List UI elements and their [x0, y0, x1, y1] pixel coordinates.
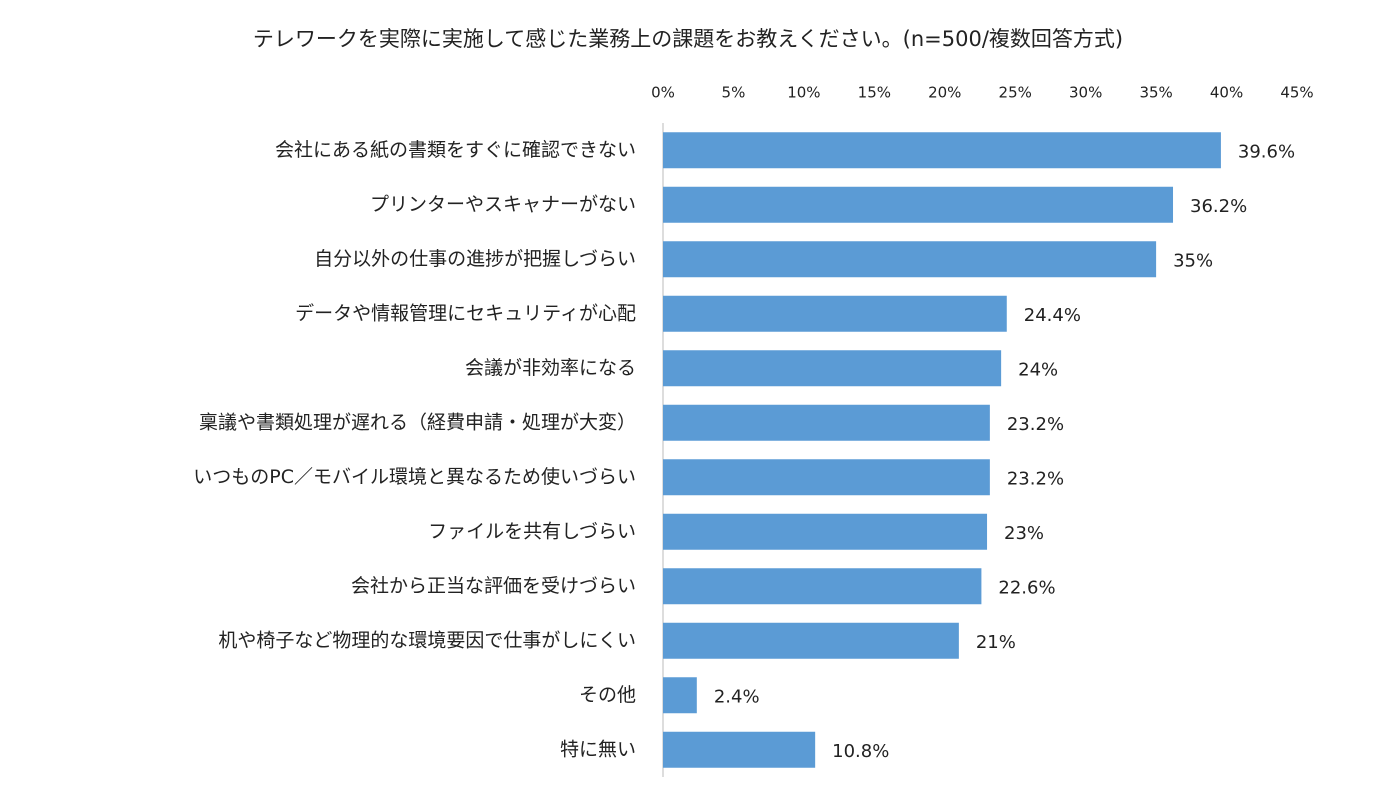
- bar: [663, 295, 1007, 332]
- x-tick-label: 45%: [1280, 84, 1313, 102]
- value-label: 23.2%: [1007, 414, 1064, 435]
- x-tick-label: 40%: [1210, 84, 1243, 102]
- category-label: いつものPC／モバイル環境と異なるため使いづらい: [193, 466, 636, 488]
- x-tick-label: 20%: [928, 84, 961, 102]
- category-label: ファイルを共有しづらい: [428, 520, 636, 542]
- x-tick-label: 5%: [722, 84, 746, 102]
- category-label: 会社にある紙の書類をすぐに確認できない: [275, 139, 636, 161]
- category-label: 稟議や書類処理が遅れる（経費申請・処理が大変）: [199, 411, 636, 433]
- bar: [663, 568, 982, 605]
- category-label: 会社から正当な評価を受けづらい: [351, 575, 636, 597]
- value-label: 23%: [1004, 523, 1044, 544]
- x-tick-label: 15%: [858, 84, 891, 102]
- category-label: データや情報管理にセキュリティが心配: [295, 302, 636, 324]
- category-label: 特に無い: [560, 738, 636, 760]
- value-label: 36.2%: [1190, 196, 1247, 217]
- x-tick-label: 25%: [999, 84, 1032, 102]
- value-label: 21%: [976, 632, 1016, 653]
- x-tick-label: 10%: [787, 84, 820, 102]
- category-label: 机や椅子など物理的な環境要因で仕事がしにくい: [218, 629, 636, 651]
- x-tick-label: 35%: [1139, 84, 1172, 102]
- x-tick-label: 0%: [651, 84, 675, 102]
- category-label: 自分以外の仕事の進捗が把握しづらい: [314, 248, 636, 270]
- value-label: 24%: [1018, 359, 1058, 380]
- bar: [663, 677, 697, 714]
- value-label: 35%: [1173, 250, 1213, 271]
- value-label: 22.6%: [998, 577, 1055, 598]
- x-tick-label: 30%: [1069, 84, 1102, 102]
- bar: [663, 132, 1221, 169]
- value-label: 39.6%: [1238, 141, 1295, 162]
- category-label: 会議が非効率になる: [465, 357, 636, 379]
- value-label: 24.4%: [1024, 305, 1081, 326]
- value-label: 23.2%: [1007, 468, 1064, 489]
- bar: [663, 459, 990, 496]
- category-label: プリンターやスキャナーがない: [370, 193, 636, 215]
- bar: [663, 731, 816, 768]
- bar: [663, 186, 1174, 223]
- value-label: 2.4%: [714, 686, 760, 707]
- value-label: 10.8%: [832, 741, 889, 762]
- bar: [663, 241, 1157, 278]
- category-label: その他: [579, 684, 636, 706]
- bar: [663, 404, 990, 441]
- bar: [663, 622, 959, 659]
- bar: [663, 513, 988, 550]
- chart-title: テレワークを実際に実施して感じた業務上の課題をお教えください。(n=500/複数…: [253, 27, 1123, 51]
- bar: [663, 350, 1002, 387]
